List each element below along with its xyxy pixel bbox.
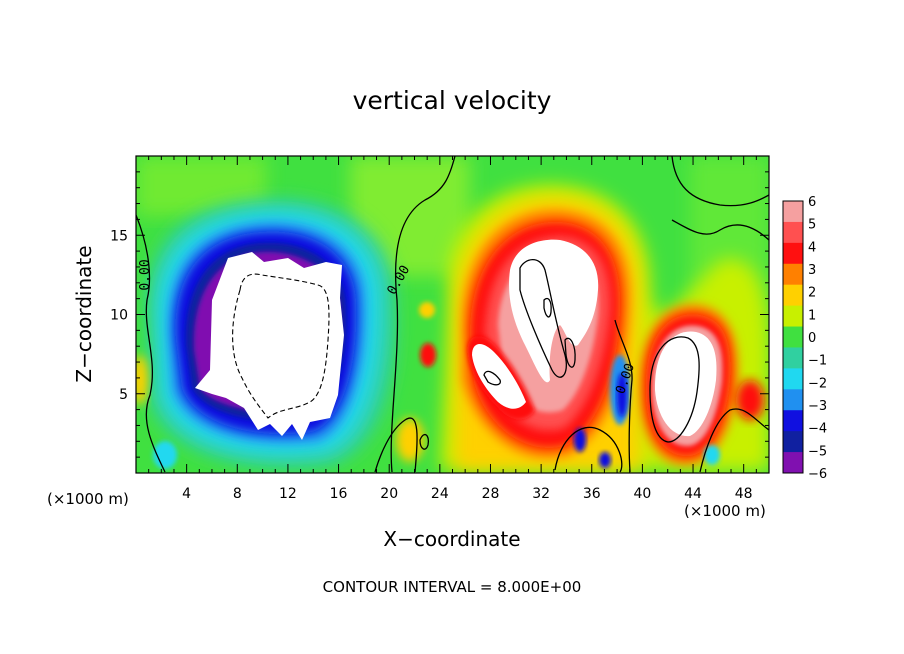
y-tick-label: 5 <box>119 387 128 403</box>
colorbar-label: 1 <box>808 308 816 323</box>
colorbar-label: −4 <box>808 422 827 437</box>
colorbar-swatch <box>783 452 803 474</box>
colorbar-label: −1 <box>808 354 827 369</box>
colorbar-swatch <box>783 284 803 307</box>
colorbar-swatch <box>783 305 803 328</box>
colorbar-label: 6 <box>808 195 816 210</box>
y-tick-label: 15 <box>110 228 128 244</box>
x-tick-label: 4 <box>182 486 191 502</box>
x-tick-label: 8 <box>233 486 242 502</box>
x-tick-label: 40 <box>633 486 651 502</box>
x-tick-label: 24 <box>431 486 449 502</box>
colorbar-label: 3 <box>808 263 816 278</box>
x-tick-label: 44 <box>684 486 702 502</box>
colorbar-label: −3 <box>808 399 827 414</box>
colorbar-label: 5 <box>808 218 816 233</box>
colorbar-label: 2 <box>808 286 816 301</box>
colorbar-swatch <box>783 389 803 411</box>
x-tick-label: 32 <box>532 486 550 502</box>
colorbar-swatch <box>783 201 803 223</box>
colorbar-swatch <box>783 431 803 453</box>
colorbar-label: −5 <box>808 444 827 459</box>
x-unit-left: (×1000 m) <box>47 490 129 508</box>
x-tick-label: 28 <box>482 486 500 502</box>
y-axis-label: Z−coordinate <box>72 245 96 383</box>
y-tick-label: 10 <box>110 308 128 324</box>
x-tick-label: 20 <box>380 486 398 502</box>
x-unit-right: (×1000 m) <box>684 502 766 520</box>
x-tick-label: 12 <box>279 486 297 502</box>
x-tick-label: 48 <box>735 486 753 502</box>
colorbar-label: 0 <box>808 331 816 346</box>
colorbar-frame <box>782 200 804 474</box>
colorbar-swatch <box>783 221 803 244</box>
colorbar-swatch <box>783 347 803 369</box>
x-tick-label: 36 <box>583 486 601 502</box>
contour-interval-label: CONTOUR INTERVAL = 8.000E+00 <box>322 578 582 596</box>
colorbar-swatch <box>783 326 803 348</box>
negative-contour <box>232 273 330 419</box>
updraft-region <box>136 184 769 470</box>
contour-value-label: 0.00 <box>138 259 153 290</box>
downdraft-region <box>148 199 396 468</box>
colorbar-swatch <box>783 242 803 265</box>
colorbar-label: −2 <box>808 376 827 391</box>
x-axis-label: X−coordinate <box>383 527 521 551</box>
contour-lines <box>136 156 769 473</box>
chart-title: vertical velocity <box>352 86 552 115</box>
colorbar: 6 5 4 3 2 1 0 −1 −2 −3 −4 −5 −6 <box>782 195 827 482</box>
colorbar-label: −6 <box>808 467 827 482</box>
heatmap-field <box>136 156 769 473</box>
x-tick-label: 16 <box>330 486 348 502</box>
colorbar-label: 4 <box>808 240 816 255</box>
colorbar-swatch <box>783 263 803 286</box>
colorbar-swatch <box>783 410 803 432</box>
colorbar-swatch <box>783 368 803 390</box>
